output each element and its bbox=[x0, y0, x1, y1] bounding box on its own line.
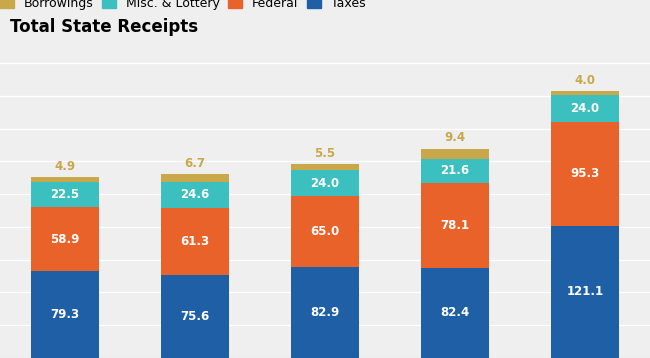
Text: 79.3: 79.3 bbox=[51, 308, 79, 321]
Text: 61.3: 61.3 bbox=[181, 236, 209, 248]
Text: 4.0: 4.0 bbox=[575, 73, 595, 87]
Bar bbox=[551, 226, 619, 358]
Bar bbox=[421, 268, 489, 358]
Bar bbox=[421, 183, 489, 268]
Bar bbox=[291, 170, 359, 197]
Bar bbox=[421, 159, 489, 183]
Bar bbox=[31, 177, 99, 182]
Bar bbox=[31, 271, 99, 358]
Text: 82.4: 82.4 bbox=[441, 306, 469, 319]
Bar bbox=[161, 208, 229, 275]
Bar bbox=[161, 182, 229, 208]
Bar bbox=[31, 207, 99, 271]
Text: 82.9: 82.9 bbox=[311, 306, 339, 319]
Text: 4.9: 4.9 bbox=[55, 160, 75, 173]
Text: 22.5: 22.5 bbox=[51, 188, 79, 201]
Text: 9.4: 9.4 bbox=[445, 131, 465, 144]
Legend: Borrowings, Misc. & Lottery, Federal, Taxes: Borrowings, Misc. & Lottery, Federal, Ta… bbox=[0, 0, 365, 10]
Bar bbox=[421, 149, 489, 159]
Text: 95.3: 95.3 bbox=[571, 167, 599, 180]
Bar bbox=[161, 174, 229, 182]
Bar bbox=[291, 267, 359, 358]
Text: 58.9: 58.9 bbox=[50, 233, 80, 246]
Bar bbox=[551, 91, 619, 95]
Text: 78.1: 78.1 bbox=[441, 219, 469, 232]
Text: 24.6: 24.6 bbox=[181, 188, 209, 202]
Text: 21.6: 21.6 bbox=[441, 164, 469, 177]
Text: 6.7: 6.7 bbox=[185, 157, 205, 170]
Text: 75.6: 75.6 bbox=[181, 310, 209, 323]
Text: 5.5: 5.5 bbox=[315, 147, 335, 160]
Bar bbox=[161, 275, 229, 358]
Bar bbox=[551, 121, 619, 226]
Bar bbox=[31, 182, 99, 207]
Bar bbox=[551, 95, 619, 121]
Text: 65.0: 65.0 bbox=[311, 226, 339, 238]
Bar bbox=[291, 197, 359, 267]
Text: 24.0: 24.0 bbox=[311, 177, 339, 190]
Text: 24.0: 24.0 bbox=[571, 102, 599, 115]
Bar bbox=[291, 164, 359, 170]
Text: Total State Receipts: Total State Receipts bbox=[10, 18, 198, 36]
Text: 121.1: 121.1 bbox=[566, 285, 604, 298]
